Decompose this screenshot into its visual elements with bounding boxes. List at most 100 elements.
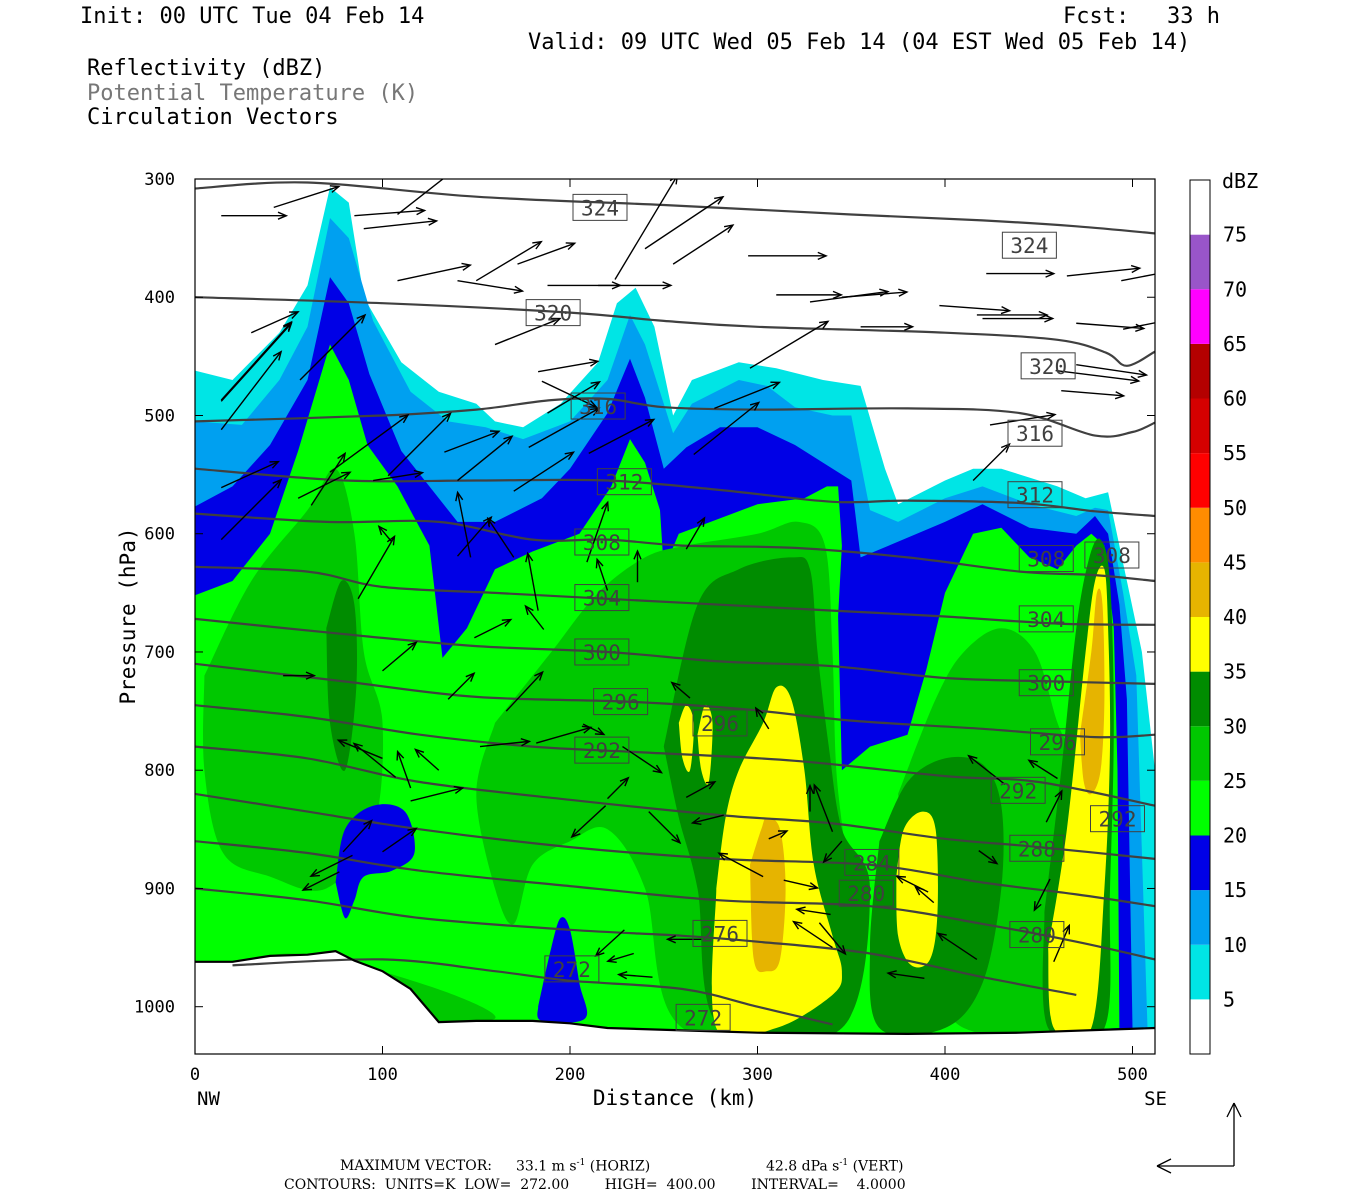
svg-text:312: 312 [1016, 484, 1054, 508]
vector-arrow [382, 641, 418, 672]
colorbar-frame [1189, 179, 1211, 1055]
forecast-hours: 33 h [1167, 4, 1220, 29]
theta-label-308: 308 [1018, 545, 1074, 573]
theta-contour-324 [195, 181, 1155, 235]
theta-label-292: 292 [1090, 805, 1145, 833]
vector-arrow [301, 871, 340, 891]
colorbar-bin [1190, 726, 1210, 781]
colorbar-bin [1190, 343, 1210, 399]
vector-arrow [309, 854, 353, 878]
echo-25dbz-cell-a [203, 468, 384, 891]
vector-arrow [783, 879, 820, 891]
x-tick-label: 400 [930, 1065, 961, 1085]
y-tick-label: 500 [144, 406, 175, 426]
vector-arrow [648, 811, 682, 845]
theta-label-316: 316 [1007, 419, 1063, 447]
colorbar-bin [1190, 944, 1210, 1000]
vector-arrow [342, 819, 373, 853]
theta-label-292: 292 [990, 776, 1046, 804]
vector-arrow [805, 783, 815, 812]
reference-vector-icon [1156, 1102, 1242, 1174]
surface-line [195, 949, 1155, 1036]
theta-label-272: 272 [675, 1003, 731, 1031]
vector-arrow [250, 311, 300, 334]
svg-text:272: 272 [684, 1006, 722, 1030]
svg-text:292: 292 [1099, 808, 1137, 832]
svg-text:304: 304 [1027, 608, 1065, 632]
vector-arrow [606, 952, 634, 963]
svg-text:308: 308 [583, 531, 621, 555]
theta-label-272: 272 [544, 955, 600, 983]
valid-time: Valid: 09 UTC Wed 05 Feb 14 (04 EST Wed … [528, 30, 1191, 55]
vector-arrow [528, 407, 601, 449]
colorbar-unit: dBZ [1222, 169, 1258, 193]
vector-arrow [776, 290, 844, 300]
theta-contour-276 [195, 887, 1077, 996]
vector-arrow [273, 185, 341, 209]
vector-arrow [595, 557, 609, 591]
colorbar-level-label: 75 [1223, 223, 1247, 247]
vector-arrow [457, 279, 525, 294]
vector-arrow [670, 681, 691, 699]
vector-arrow [474, 618, 513, 639]
vector-arrow [494, 317, 562, 346]
theta-label-296: 296 [593, 688, 649, 716]
svg-text:296: 296 [701, 712, 739, 736]
colorbar-level-label: 40 [1223, 605, 1247, 629]
theta-label-320: 320 [525, 299, 581, 327]
echo-40dbz-cell-a [750, 817, 786, 973]
vector-arrow [754, 706, 770, 730]
vector-arrow [886, 970, 925, 980]
y-tick-label: 1000 [134, 998, 175, 1018]
terrain-surface [195, 949, 1155, 1036]
vector-arrow [693, 401, 761, 456]
vector-arrow [457, 435, 514, 482]
vector-arrow [220, 460, 281, 489]
svg-text:312: 312 [605, 471, 643, 495]
x-tick-label: 300 [742, 1065, 773, 1085]
y-tick-label: 800 [144, 761, 175, 781]
vector-arrow [329, 413, 410, 473]
vector-arrow [1076, 363, 1149, 378]
colorbar-bin [1190, 507, 1210, 563]
y-tick-label: 400 [144, 288, 175, 308]
theta-contour-304 [195, 565, 1155, 626]
colorbar-level-label: 35 [1223, 660, 1247, 684]
axes: 300 400 500 600 700 800 900 1000 0 100 200 300 400 50… [116, 170, 1167, 1110]
theta-label-324: 324 [1001, 231, 1057, 259]
max-vector-vert: 42.8 dPa s-1 (VERT) [766, 1158, 904, 1175]
vector-arrow [614, 179, 678, 280]
field-circulation-vectors: Circulation Vectors [87, 105, 339, 130]
vector-arrow [1121, 273, 1155, 282]
vector-arrow [570, 805, 607, 839]
echo-35dbz-spot-b [697, 704, 713, 785]
vector-arrow [1053, 923, 1070, 963]
vector-arrow [536, 725, 593, 744]
colorbar-level-label: 65 [1223, 332, 1247, 356]
vector-arrow [685, 780, 717, 799]
theta-contour-296 [195, 662, 1155, 739]
theta-label-300: 300 [574, 638, 630, 666]
svg-text:300: 300 [1027, 672, 1065, 696]
field-reflectivity: Reflectivity (dBZ) [87, 56, 326, 81]
vector-arrow [768, 830, 789, 840]
svg-text:316: 316 [1016, 422, 1054, 446]
theta-label-308: 308 [1084, 541, 1140, 569]
vector-arrow [354, 206, 427, 217]
svg-text:308: 308 [1027, 548, 1065, 572]
theta-label-324: 324 [572, 193, 628, 221]
vector-arrow [447, 672, 476, 700]
theta-contour-284 [195, 792, 1155, 908]
vector-arrow [299, 313, 367, 381]
theta-contour-292 [195, 704, 1155, 807]
vector-arrow [588, 418, 656, 454]
colorbar-level-label: 5 [1223, 987, 1235, 1011]
vector-arrow [809, 288, 890, 303]
x-tick-label: 100 [367, 1065, 398, 1085]
theta-label-296: 296 [1030, 728, 1085, 756]
colorbar-level-label: 60 [1223, 387, 1247, 411]
svg-text:320: 320 [534, 302, 572, 326]
vector-arrow [633, 549, 642, 583]
theta-contour-312 [195, 467, 1155, 518]
colorbar-level-label: 20 [1223, 824, 1247, 848]
